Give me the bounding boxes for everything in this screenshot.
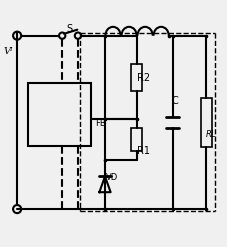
Text: RL: RL [205,130,215,139]
FancyBboxPatch shape [130,64,141,91]
Text: R2: R2 [136,73,149,83]
Text: S: S [66,24,72,34]
Text: R1: R1 [136,145,149,156]
Text: FB: FB [95,119,105,128]
FancyBboxPatch shape [200,98,211,147]
Text: VD: VD [105,173,117,182]
Text: C: C [171,96,178,106]
FancyBboxPatch shape [28,83,91,146]
FancyBboxPatch shape [130,128,141,150]
Text: Vᴵ: Vᴵ [3,47,13,56]
